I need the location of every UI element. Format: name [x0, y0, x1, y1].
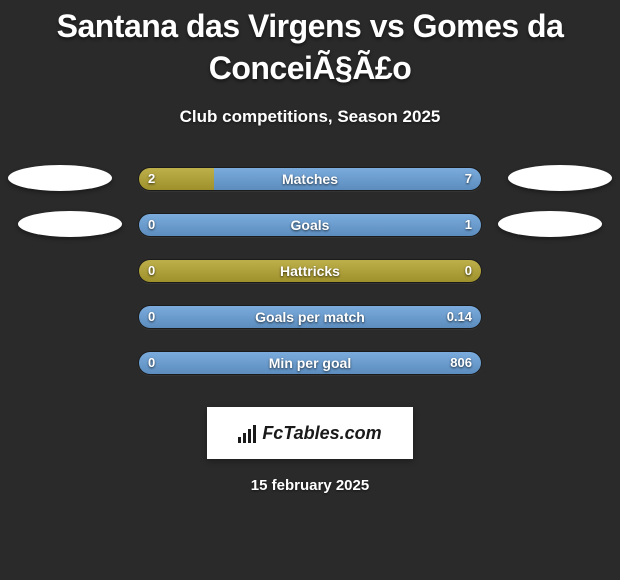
stat-bar-right: [139, 214, 481, 236]
stat-bar-track: [138, 259, 482, 283]
stat-value-right: 0: [465, 259, 472, 283]
fctables-logo[interactable]: FcTables.com: [207, 407, 413, 459]
stat-value-right: 7: [465, 167, 472, 191]
stat-bar-track: [138, 167, 482, 191]
stat-value-left: 2: [148, 167, 155, 191]
stat-row: 27Matches: [0, 167, 620, 213]
stat-value-left: 0: [148, 351, 155, 375]
stats-area: 27Matches01Goals00Hattricks00.14Goals pe…: [0, 167, 620, 397]
stat-row: 01Goals: [0, 213, 620, 259]
stat-row: 0806Min per goal: [0, 351, 620, 397]
stat-value-right: 0.14: [447, 305, 472, 329]
comparison-title: Santana das Virgens vs Gomes da ConceiÃ§…: [0, 6, 620, 89]
stat-row: 00.14Goals per match: [0, 305, 620, 351]
stat-value-left: 0: [148, 259, 155, 283]
stat-bar-track: [138, 305, 482, 329]
stat-bar-right: [214, 168, 481, 190]
stat-value-left: 0: [148, 213, 155, 237]
stat-value-left: 0: [148, 305, 155, 329]
snapshot-date: 15 february 2025: [0, 477, 620, 494]
stat-row: 00Hattricks: [0, 259, 620, 305]
stat-value-right: 806: [450, 351, 472, 375]
comparison-card: Santana das Virgens vs Gomes da ConceiÃ§…: [0, 0, 620, 580]
logo-text: FcTables.com: [262, 423, 381, 444]
comparison-subtitle: Club competitions, Season 2025: [0, 107, 620, 127]
stat-value-right: 1: [465, 213, 472, 237]
stat-bar-left: [139, 260, 481, 282]
stat-bar-right: [139, 352, 481, 374]
stat-bar-right: [139, 306, 481, 328]
stat-bar-track: [138, 213, 482, 237]
stat-bar-track: [138, 351, 482, 375]
bar-chart-icon: [238, 423, 256, 443]
